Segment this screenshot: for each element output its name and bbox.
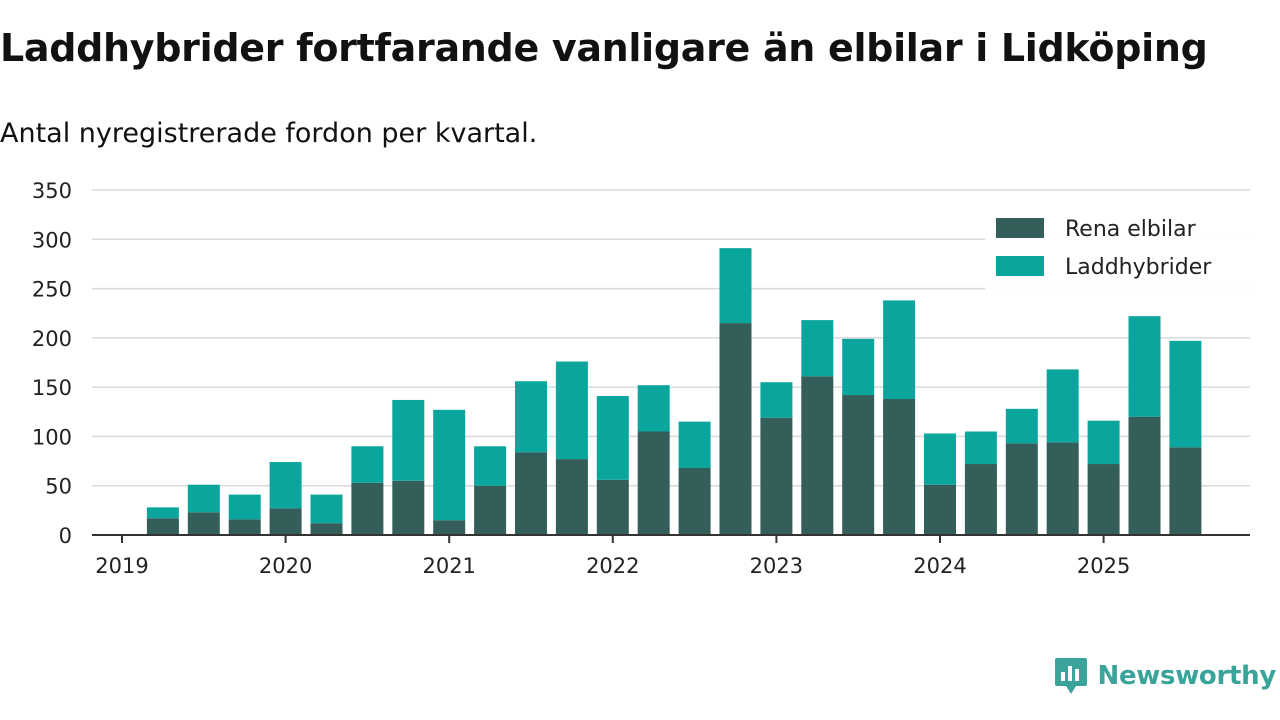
newsworthy-logo-icon: [1054, 658, 1087, 694]
bar-rena-elbilar: [433, 520, 466, 535]
bar-rena-elbilar: [801, 376, 834, 535]
bar-rena-elbilar: [719, 323, 752, 535]
legend-swatch: [996, 218, 1044, 238]
x-tick-label: 2025: [1077, 554, 1130, 578]
chart-subtitle: Antal nyregistrerade fordon per kvartal.: [0, 118, 538, 149]
bar-rena-elbilar: [1046, 442, 1079, 535]
bar-laddhybrider: [1005, 408, 1038, 444]
legend: Rena elbilar Laddhybrider: [985, 208, 1251, 290]
bar-laddhybrider: [351, 446, 384, 483]
bar-rena-elbilar: [269, 508, 302, 535]
legend-label: Laddhybrider: [1065, 255, 1212, 280]
bar-rena-elbilar: [1005, 443, 1038, 535]
bar-laddhybrider: [1046, 369, 1079, 443]
chart-title: Laddhybrider fortfarande vanligare än el…: [0, 26, 1208, 70]
x-tick-label: 2020: [259, 554, 312, 578]
bar-rena-elbilar: [1169, 447, 1202, 535]
bar-rena-elbilar: [1087, 464, 1120, 535]
bar-laddhybrider: [678, 421, 711, 468]
y-tick-label: 200: [32, 327, 72, 351]
bar-rena-elbilar: [474, 485, 507, 535]
x-tick-label: 2023: [750, 554, 803, 578]
y-tick-label: 0: [59, 524, 72, 548]
bar-laddhybrider: [515, 381, 547, 453]
bar-rena-elbilar: [760, 417, 793, 535]
bar-laddhybrider: [719, 248, 752, 324]
bar-laddhybrider: [801, 320, 834, 377]
brand-logo: Newsworthy: [1054, 656, 1276, 696]
legend-label: Rena elbilar: [1065, 217, 1197, 242]
y-tick-label: 100: [32, 425, 72, 449]
bar-rena-elbilar: [146, 518, 179, 535]
x-tick-label: 2021: [422, 554, 475, 578]
bar-laddhybrider: [555, 361, 588, 460]
bar-laddhybrider: [228, 494, 261, 520]
legend-swatch: [996, 256, 1044, 276]
x-tick-label: 2022: [586, 554, 639, 578]
bar-rena-elbilar: [596, 479, 629, 535]
bar-laddhybrider: [474, 446, 507, 486]
bar-laddhybrider: [596, 396, 629, 480]
x-axis: 2019 2020 2021 2022 2023 2024 2025: [92, 534, 1250, 578]
bar-laddhybrider: [310, 494, 343, 524]
y-tick-label: 350: [32, 179, 72, 203]
x-tick-label: 2019: [95, 554, 148, 578]
bar-laddhybrider: [1169, 340, 1202, 448]
bar-rena-elbilar: [924, 484, 956, 535]
bar-rena-elbilar: [1128, 416, 1161, 535]
bar-laddhybrider: [1087, 420, 1120, 465]
y-tick-label: 250: [32, 278, 72, 302]
bar-laddhybrider: [187, 484, 220, 513]
bar-laddhybrider: [964, 431, 997, 465]
bar-laddhybrider: [1128, 316, 1161, 417]
bar-rena-elbilar: [964, 464, 997, 535]
bar-rena-elbilar: [228, 519, 261, 535]
y-tick-label: 300: [32, 228, 72, 252]
bar-rena-elbilar: [515, 452, 547, 535]
y-axis-ticks: 0 50 100 150 200 250 300 350: [32, 179, 72, 548]
bar-laddhybrider: [146, 507, 179, 519]
bar-laddhybrider: [924, 433, 956, 485]
bar-laddhybrider: [842, 338, 875, 396]
bar-laddhybrider: [392, 399, 425, 481]
bar-rena-elbilar: [883, 398, 916, 535]
bar-rena-elbilar: [310, 523, 343, 535]
y-tick-label: 50: [45, 475, 72, 499]
bar-rena-elbilar: [637, 431, 670, 535]
bar-rena-elbilar: [351, 482, 384, 535]
bar-rena-elbilar: [555, 459, 588, 535]
bar-laddhybrider: [637, 385, 670, 432]
bar-rena-elbilar: [392, 480, 425, 535]
bar-rena-elbilar: [842, 395, 875, 535]
bar-rena-elbilar: [187, 512, 220, 535]
bars: [146, 248, 1202, 535]
brand-name: Newsworthy: [1097, 661, 1277, 691]
bar-laddhybrider: [269, 462, 302, 509]
x-tick-label: 2024: [913, 554, 966, 578]
y-tick-label: 150: [32, 376, 72, 400]
bar-laddhybrider: [760, 382, 793, 418]
bar-laddhybrider: [883, 300, 916, 399]
bar-laddhybrider: [433, 409, 466, 521]
bar-rena-elbilar: [678, 467, 711, 535]
